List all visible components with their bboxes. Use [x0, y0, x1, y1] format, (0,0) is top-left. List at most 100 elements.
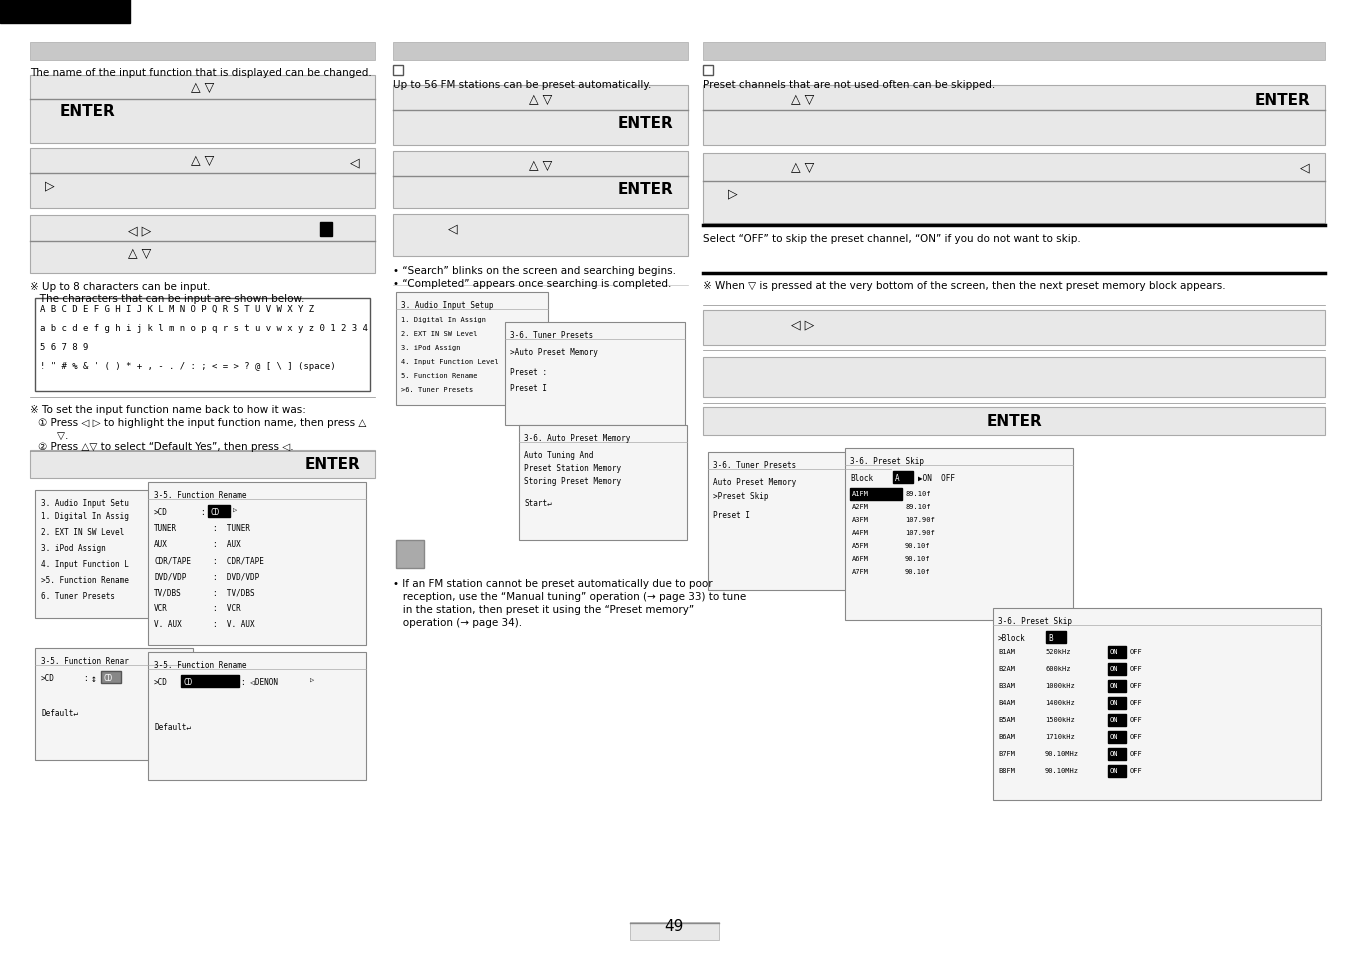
FancyBboxPatch shape: [703, 311, 1325, 346]
Text: ON: ON: [1110, 665, 1118, 671]
Text: A5FM: A5FM: [853, 542, 869, 548]
Text: OFF: OFF: [1130, 682, 1143, 688]
Text: >CD: >CD: [154, 507, 167, 517]
FancyBboxPatch shape: [1108, 731, 1126, 743]
Text: 90.10f: 90.10f: [905, 542, 931, 548]
Text: OFF: OFF: [1130, 750, 1143, 757]
Text: >5. Function Rename: >5. Function Rename: [40, 576, 130, 584]
Text: 3-5. Function Rename: 3-5. Function Rename: [154, 660, 247, 669]
FancyBboxPatch shape: [505, 323, 685, 426]
FancyBboxPatch shape: [208, 505, 229, 517]
Text: 89.10f: 89.10f: [905, 491, 931, 497]
Text: ENTER: ENTER: [618, 116, 673, 131]
Text: A3FM: A3FM: [853, 517, 869, 522]
Text: ON: ON: [1110, 733, 1118, 740]
Text: VCR: VCR: [154, 603, 167, 613]
FancyBboxPatch shape: [393, 214, 688, 256]
FancyBboxPatch shape: [519, 426, 687, 540]
Text: △ ▽: △ ▽: [792, 92, 815, 106]
FancyBboxPatch shape: [393, 66, 403, 76]
Text: ▷: ▷: [45, 179, 54, 192]
Text: OFF: OFF: [1130, 648, 1143, 655]
FancyBboxPatch shape: [1108, 698, 1126, 709]
FancyBboxPatch shape: [30, 43, 375, 61]
Text: :  DVD/VDP: : DVD/VDP: [213, 572, 259, 580]
Text: >6. Tuner Presets: >6. Tuner Presets: [401, 387, 473, 393]
Text: >Block: >Block: [998, 634, 1025, 642]
Text: OFF: OFF: [1130, 733, 1143, 740]
Text: 3-5. Function Rename: 3-5. Function Rename: [154, 491, 247, 499]
FancyBboxPatch shape: [1108, 748, 1126, 760]
FancyBboxPatch shape: [703, 357, 1325, 397]
Text: :  AUX: : AUX: [213, 539, 240, 548]
Text: ON: ON: [1110, 767, 1118, 773]
Text: >CD: >CD: [40, 673, 55, 682]
Text: Storing Preset Memory: Storing Preset Memory: [523, 476, 621, 485]
Text: Default↵: Default↵: [40, 708, 78, 718]
FancyBboxPatch shape: [35, 491, 193, 618]
FancyBboxPatch shape: [1108, 765, 1126, 778]
Text: 520kHz: 520kHz: [1045, 648, 1071, 655]
Text: 1400kHz: 1400kHz: [1045, 700, 1075, 705]
Text: OFF: OFF: [1130, 665, 1143, 671]
Text: 5 6 7 8 9: 5 6 7 8 9: [40, 343, 89, 352]
Text: A2FM: A2FM: [853, 503, 869, 510]
Text: 89.10f: 89.10f: [905, 503, 931, 510]
Text: 3. iPod Assign: 3. iPod Assign: [40, 543, 105, 553]
FancyBboxPatch shape: [703, 86, 1325, 146]
Text: 600kHz: 600kHz: [1045, 665, 1071, 671]
Text: 90.10f: 90.10f: [905, 568, 931, 575]
Text: ◁: ◁: [351, 156, 360, 169]
Text: OFF: OFF: [1130, 717, 1143, 722]
FancyBboxPatch shape: [850, 489, 902, 500]
Text: CDR/TAPE: CDR/TAPE: [154, 556, 192, 564]
Text: B2AM: B2AM: [998, 665, 1014, 671]
FancyBboxPatch shape: [148, 482, 366, 645]
Text: 3-6. Preset Skip: 3-6. Preset Skip: [998, 617, 1072, 625]
Text: V. AUX: V. AUX: [154, 619, 182, 628]
FancyBboxPatch shape: [393, 43, 688, 61]
FancyBboxPatch shape: [630, 923, 719, 940]
Text: △ ▽: △ ▽: [529, 92, 552, 106]
Text: ENTER: ENTER: [618, 182, 673, 196]
Text: ※ To set the input function name back to how it was:: ※ To set the input function name back to…: [30, 405, 306, 415]
Text: A4FM: A4FM: [853, 530, 869, 536]
FancyBboxPatch shape: [35, 298, 370, 392]
Text: B7FM: B7FM: [998, 750, 1014, 757]
Text: ↕: ↕: [90, 673, 97, 683]
Text: ◁: ◁: [1300, 161, 1310, 173]
Text: △ ▽: △ ▽: [128, 247, 151, 260]
Text: OFF: OFF: [1130, 767, 1143, 773]
Text: 5. Function Rename: 5. Function Rename: [401, 373, 478, 378]
Text: ▶ON  OFF: ▶ON OFF: [919, 474, 955, 482]
Text: 3. iPod Assign: 3. iPod Assign: [401, 345, 460, 351]
Text: 3. Audio Input Setu: 3. Audio Input Setu: [40, 498, 130, 507]
Text: ◁ ▷: ◁ ▷: [128, 224, 151, 236]
Text: B1AM: B1AM: [998, 648, 1014, 655]
Text: TV/DBS: TV/DBS: [154, 587, 182, 597]
FancyBboxPatch shape: [893, 472, 913, 483]
Text: △ ▽: △ ▽: [190, 153, 214, 167]
Text: ▷: ▷: [233, 507, 237, 514]
Text: Preset Station Memory: Preset Station Memory: [523, 463, 621, 473]
Text: operation (→ page 34).: operation (→ page 34).: [393, 618, 522, 627]
Text: Start↵: Start↵: [523, 498, 552, 507]
Text: 90.10f: 90.10f: [905, 556, 931, 561]
Text: ▷: ▷: [728, 187, 738, 200]
Text: The name of the input function that is displayed can be changed.: The name of the input function that is d…: [30, 68, 372, 78]
Text: reception, use the “Manual tuning” operation (→ page 33) to tune: reception, use the “Manual tuning” opera…: [393, 592, 746, 601]
Text: Up to 56 FM stations can be preset automatically.: Up to 56 FM stations can be preset autom…: [393, 80, 652, 90]
Text: A6FM: A6FM: [853, 556, 869, 561]
Text: >Preset Skip: >Preset Skip: [714, 492, 769, 500]
Text: 107.90f: 107.90f: [905, 517, 935, 522]
FancyBboxPatch shape: [397, 293, 548, 406]
Text: 90.10MHz: 90.10MHz: [1045, 767, 1079, 773]
FancyBboxPatch shape: [30, 149, 375, 209]
FancyBboxPatch shape: [30, 451, 375, 478]
Text: ※ When ▽ is pressed at the very bottom of the screen, then the next preset memor: ※ When ▽ is pressed at the very bottom o…: [703, 281, 1226, 291]
Text: DVD/VDP: DVD/VDP: [154, 572, 186, 580]
Text: A B C D E F G H I J K L M N O P Q R S T U V W X Y Z: A B C D E F G H I J K L M N O P Q R S T …: [40, 305, 314, 314]
Text: 1710kHz: 1710kHz: [1045, 733, 1075, 740]
Text: :: :: [200, 507, 205, 517]
Text: ENTER: ENTER: [305, 456, 360, 472]
